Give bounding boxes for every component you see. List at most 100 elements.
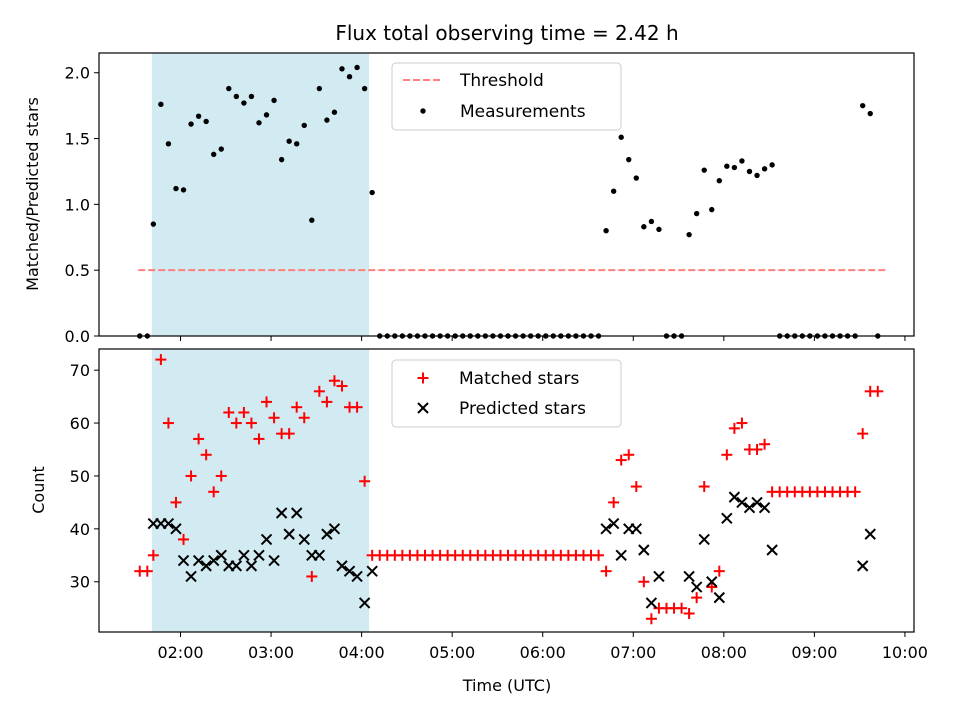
matched-star-marker [238,406,250,418]
matched-star-marker [298,412,310,424]
matched-star-marker [759,438,771,450]
measurement-point [361,85,368,92]
measurement-point [180,187,187,193]
predicted-star-marker [268,554,280,567]
matched-star-marker [751,444,763,456]
measurement-point [309,217,315,223]
bottom-y-axis: 30 40 50 60 70 [70,361,99,592]
matched-star-marker [600,565,612,577]
measurement-point [867,110,873,117]
matched-star-marker [178,533,190,545]
measurement-point [241,100,247,106]
predicted-star-marker [713,591,726,604]
matched-star-marker [713,565,725,577]
predicted-star-marker [245,560,258,572]
predicted-star-marker [856,560,869,572]
measurement-point [203,118,209,125]
matched-star-marker [721,449,733,461]
measurement-point [641,224,647,230]
measurement-point [701,167,707,173]
matched-star-marker [215,470,227,482]
measurement-point [158,101,164,108]
top-legend: Threshold Measurements [391,62,622,131]
measurement-point [324,117,330,123]
matched-star-marker [193,433,205,445]
measurement-point [709,206,715,213]
matched-star-marker [230,417,242,429]
matched-star-marker [313,385,325,397]
measurement-point [195,113,202,119]
measurement-point [618,134,624,140]
measurement-point [286,138,292,144]
bottom-legend-box [391,359,622,428]
measurement-point [354,64,360,71]
predicted-star-marker [607,517,620,530]
bottom-y-tick-label: 50 [70,467,90,486]
bottom-marks [134,354,884,625]
measurement-point [316,85,323,92]
bottom-legend: Matched stars Predicted stars [391,359,622,428]
measurement-point [716,177,723,184]
x-tick-label: 05:00 [429,643,475,662]
matched-star-marker [155,354,167,366]
measurement-point [294,141,300,147]
matched-star-marker [728,422,740,434]
predicted-star-marker [690,581,703,593]
matched-star-marker [291,401,303,413]
predicted-legend-swatch [417,402,429,414]
matched-star-marker [253,433,265,445]
predicted-star-marker [600,523,612,535]
bottom-y-tick-label: 40 [70,520,90,539]
predicted-star-marker [706,576,718,588]
top-plot-frame [98,52,915,337]
chart-title: Flux total observing time = 2.42 h [335,21,678,45]
threshold-legend-label: Threshold [459,71,544,91]
predicted-star-marker [358,597,371,609]
x-tick-label: 07:00 [610,643,656,662]
measurement-point [346,73,353,80]
matched-legend-label: Matched stars [459,369,579,389]
predicted-star-marker [215,549,227,562]
predicted-star-marker [343,565,356,577]
measurement-point [739,158,745,164]
measurement-point [165,141,172,147]
matched-star-marker [147,549,159,561]
top-y-tick-label: 0.0 [65,327,90,346]
matched-star-marker [208,486,220,498]
bottom-y-axis-label: Count [29,466,48,514]
x-tick-label: 03:00 [248,643,294,662]
measurement-point [248,93,255,100]
predicted-star-marker [177,554,190,567]
matched-legend-swatch [417,372,429,384]
predicted-star-marker [351,570,363,583]
measurement-point [761,166,768,172]
matched-star-marker [141,565,153,577]
matched-legend-marker [417,372,429,384]
measurements-legend-swatch [420,108,426,114]
top-highlight-span [151,53,370,336]
measurement-point [769,162,775,168]
top-y-axis: 0.0 0.5 1.0 1.5 2.0 [65,64,99,346]
predicted-star-marker [653,570,665,583]
predicted-star-marker [645,597,658,609]
x-tick-label: 08:00 [701,643,747,662]
matched-star-marker [691,592,703,604]
predicted-star-marker [721,512,733,524]
predicted-star-marker [864,528,876,540]
predicted-star-marker [200,560,212,572]
matched-star-marker [608,496,620,508]
measurement-point [226,85,232,92]
measurement-point [211,151,217,158]
predicted-star-marker [238,549,250,562]
predicted-star-marker [615,549,627,562]
predicted-star-marker [185,570,197,583]
measurement-point [686,231,692,238]
predicted-legend-marker [417,402,429,414]
predicted-star-marker [170,523,182,535]
top-plot: 0.00.51.01.52.0 Matched/Predicted stars … [23,52,915,346]
measurement-point [218,146,224,152]
matched-star-marker [623,449,635,461]
measurement-point [603,227,609,234]
measurement-point [256,120,262,126]
predicted-star-marker [758,501,771,514]
